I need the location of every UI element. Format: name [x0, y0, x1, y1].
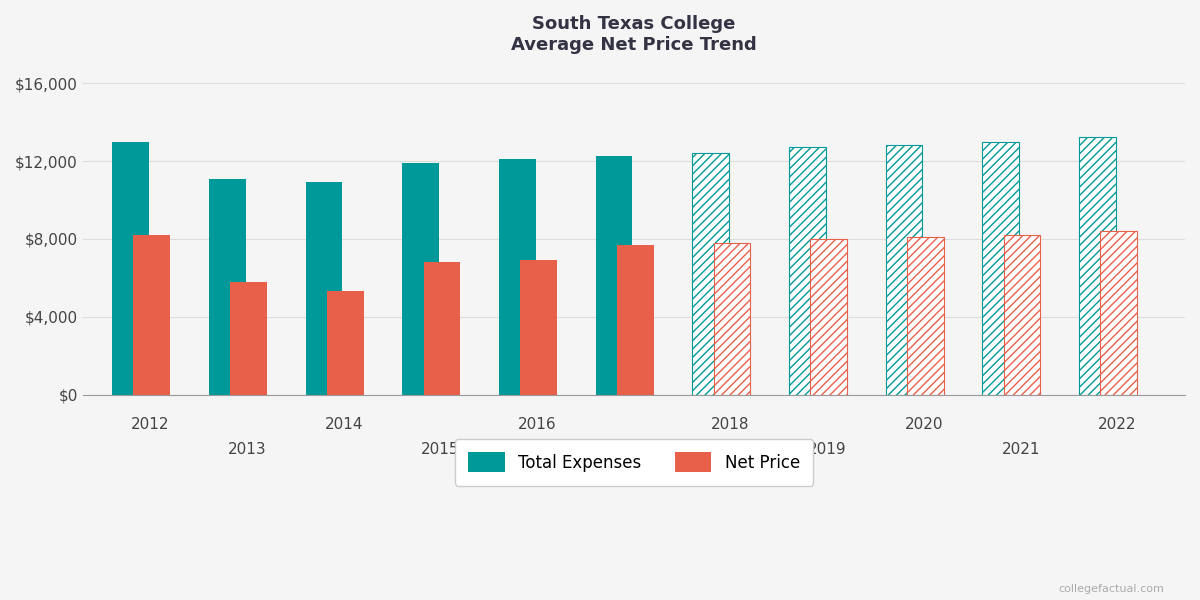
Text: 2020: 2020 [905, 417, 943, 432]
Bar [1079, 137, 1116, 395]
Bar [907, 237, 943, 395]
Text: 2014: 2014 [324, 417, 364, 432]
Text: collegefactual.com: collegefactual.com [1058, 584, 1164, 594]
Text: 2013: 2013 [228, 442, 266, 457]
Bar [617, 245, 654, 395]
Bar [326, 290, 364, 395]
Text: 2019: 2019 [808, 442, 846, 457]
Bar [424, 262, 461, 395]
Bar [1003, 235, 1040, 395]
Bar [983, 142, 1019, 395]
Text: 2016: 2016 [518, 417, 557, 432]
Bar [714, 243, 750, 395]
Text: 2018: 2018 [712, 417, 750, 432]
Bar [133, 235, 170, 395]
Bar [209, 179, 246, 395]
Bar [886, 145, 923, 395]
Bar [790, 148, 826, 395]
Bar [810, 239, 847, 395]
Bar [595, 156, 632, 395]
Bar [1100, 231, 1138, 395]
Legend: Total Expenses, Net Price: Total Expenses, Net Price [455, 439, 814, 486]
Bar [306, 182, 342, 395]
Text: 2017: 2017 [614, 442, 653, 457]
Text: 2022: 2022 [1098, 417, 1136, 432]
Text: 2015: 2015 [421, 442, 460, 457]
Bar [402, 163, 439, 395]
Bar [521, 260, 557, 395]
Text: 2021: 2021 [1001, 442, 1040, 457]
Title: South Texas College
Average Net Price Trend: South Texas College Average Net Price Tr… [511, 15, 757, 54]
Text: 2012: 2012 [131, 417, 169, 432]
Bar [692, 153, 730, 395]
Bar [230, 282, 266, 395]
Bar [499, 159, 535, 395]
Bar [113, 142, 149, 395]
